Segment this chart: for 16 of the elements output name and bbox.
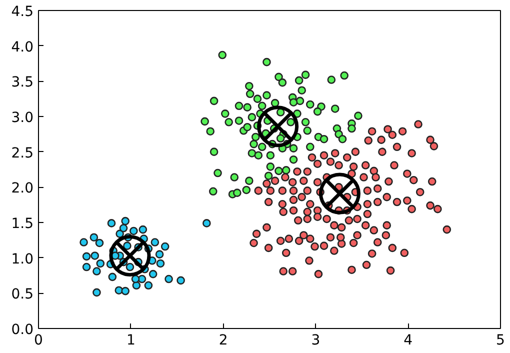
x-tick-label: 0 bbox=[34, 332, 43, 348]
y-tick-label: 3.5 bbox=[11, 74, 34, 91]
x-tick-label: 3 bbox=[311, 332, 320, 348]
y-tick-label: 2.5 bbox=[11, 145, 34, 162]
y-tick-label: 1.0 bbox=[11, 251, 34, 268]
y-tick-label: 2.0 bbox=[11, 180, 34, 197]
y-tick-label: 4.0 bbox=[11, 39, 34, 56]
y-tick-label: 0.0 bbox=[11, 322, 34, 338]
x-tick-label: 1 bbox=[126, 332, 136, 348]
x-tick-label: 5 bbox=[496, 332, 505, 348]
y-tick-label: 3.0 bbox=[11, 110, 34, 126]
y-tick-label: 4.5 bbox=[11, 4, 34, 20]
y-tick-label: 0.5 bbox=[11, 286, 34, 303]
x-tick-label: 2 bbox=[218, 332, 228, 348]
y-tick-label: 1.5 bbox=[11, 216, 34, 232]
x-tick-label: 4 bbox=[404, 332, 413, 348]
